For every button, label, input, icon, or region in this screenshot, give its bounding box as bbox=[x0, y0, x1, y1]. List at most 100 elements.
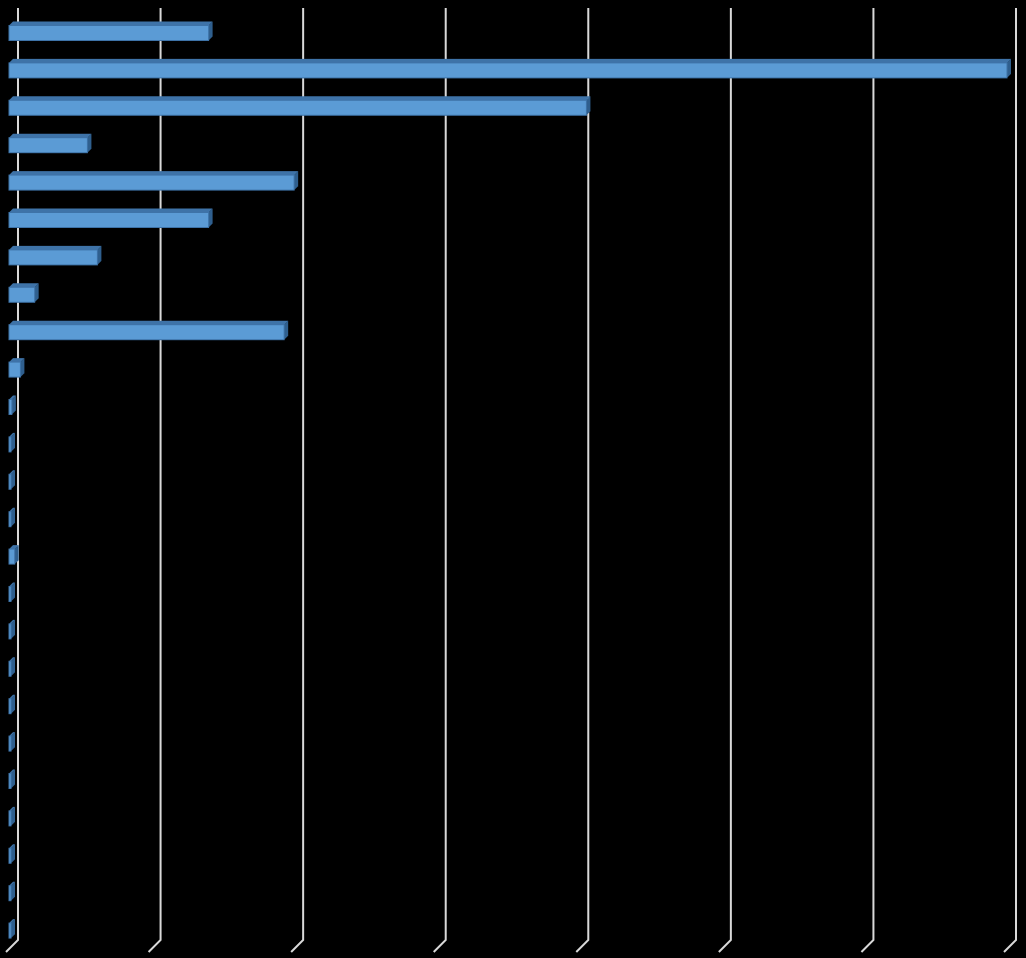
bar-front-face bbox=[8, 249, 98, 266]
bar-side-face bbox=[11, 844, 15, 864]
bar-side-face bbox=[11, 619, 15, 639]
bar bbox=[8, 657, 15, 677]
bar-side-face bbox=[11, 507, 15, 527]
bar bbox=[8, 582, 15, 602]
bar-side-face bbox=[208, 21, 213, 41]
bar-top-face bbox=[9, 657, 15, 662]
bar-side-face bbox=[11, 806, 15, 826]
bar-top-face bbox=[9, 320, 289, 325]
bar bbox=[8, 919, 15, 939]
bar-top-face bbox=[9, 694, 15, 699]
bar bbox=[8, 881, 15, 902]
bar-top-face bbox=[9, 619, 15, 624]
bar bbox=[8, 806, 15, 827]
bar-top-face bbox=[9, 283, 39, 288]
bar bbox=[8, 58, 1011, 79]
bar-front-face bbox=[8, 810, 12, 827]
gridlines bbox=[5, 8, 1017, 953]
bar-top-face bbox=[9, 133, 92, 138]
gridline bbox=[290, 8, 305, 953]
bar-side-face bbox=[11, 881, 15, 901]
bar bbox=[8, 694, 15, 715]
bar bbox=[8, 844, 15, 864]
bar bbox=[8, 395, 16, 415]
bar bbox=[8, 732, 15, 752]
bar-side-face bbox=[11, 395, 16, 415]
gridline bbox=[147, 8, 162, 953]
bar-front-face bbox=[8, 698, 12, 715]
gridline bbox=[860, 8, 875, 953]
bar-side-face bbox=[20, 358, 25, 378]
bar-side-face bbox=[97, 245, 102, 265]
bars bbox=[8, 21, 1011, 939]
bar-top-face bbox=[9, 732, 15, 737]
bar bbox=[8, 133, 92, 154]
bar-top-face bbox=[9, 395, 16, 400]
bar-top-face bbox=[9, 245, 102, 250]
bar-top-face bbox=[9, 208, 213, 213]
bar-front-face bbox=[8, 735, 12, 752]
bar-side-face bbox=[1007, 58, 1011, 78]
bar-top-face bbox=[9, 96, 591, 101]
gridline bbox=[433, 8, 447, 953]
bar-top-face bbox=[9, 844, 15, 849]
bar bbox=[8, 507, 15, 528]
bar-side-face bbox=[11, 432, 15, 452]
bar-top-face bbox=[9, 769, 15, 774]
bar-top-face bbox=[9, 507, 15, 512]
bar-front-face bbox=[8, 586, 12, 602]
bar-front-face bbox=[8, 137, 88, 154]
bar bbox=[8, 769, 15, 789]
bar-top-face bbox=[9, 545, 19, 550]
bar-side-face bbox=[294, 171, 299, 191]
bar-side-face bbox=[34, 283, 39, 303]
bar-front-face bbox=[8, 660, 12, 677]
bar-front-face bbox=[8, 922, 12, 939]
bar-top-face bbox=[9, 358, 25, 363]
gridline bbox=[718, 8, 732, 953]
bar-side-face bbox=[11, 582, 15, 602]
gridline bbox=[5, 8, 19, 953]
bar-side-face bbox=[11, 769, 15, 789]
bar-top-face bbox=[9, 58, 1011, 63]
bar-front-face bbox=[8, 885, 12, 902]
bar-front-face bbox=[8, 399, 13, 415]
bar-side-face bbox=[87, 133, 92, 153]
bar-side-face bbox=[284, 320, 289, 340]
bar-side-face bbox=[11, 694, 15, 714]
bar bbox=[8, 171, 299, 191]
bar-front-face bbox=[8, 361, 21, 378]
bar-top-face bbox=[9, 881, 15, 886]
bar bbox=[8, 545, 19, 565]
bar-front-face bbox=[8, 623, 12, 640]
bar-front-face bbox=[8, 511, 12, 528]
bar-front-face bbox=[8, 548, 16, 565]
bar bbox=[8, 320, 289, 341]
bar-front-face bbox=[8, 436, 12, 453]
bar-front-face bbox=[8, 25, 210, 41]
gridline bbox=[1003, 8, 1017, 953]
bar-front-face bbox=[8, 773, 12, 789]
bar-top-face bbox=[9, 21, 213, 26]
bar-top-face bbox=[9, 470, 15, 475]
bar-side-face bbox=[11, 657, 15, 677]
bar-side-face bbox=[14, 545, 19, 565]
bar bbox=[8, 432, 15, 453]
bar-side-face bbox=[11, 470, 15, 490]
bar-top-face bbox=[9, 432, 15, 437]
bar-top-face bbox=[9, 919, 15, 924]
bar-top-face bbox=[9, 582, 15, 587]
bar-front-face bbox=[8, 212, 210, 228]
bar bbox=[8, 96, 591, 116]
bar-front-face bbox=[8, 324, 285, 341]
bar-front-face bbox=[8, 286, 36, 303]
bar bbox=[8, 358, 25, 378]
bar-side-face bbox=[11, 919, 15, 939]
bar-front-face bbox=[8, 847, 12, 864]
gridline bbox=[575, 8, 590, 953]
bar-front-face bbox=[8, 174, 295, 191]
bar-front-face bbox=[8, 99, 587, 116]
bar bbox=[8, 21, 213, 41]
